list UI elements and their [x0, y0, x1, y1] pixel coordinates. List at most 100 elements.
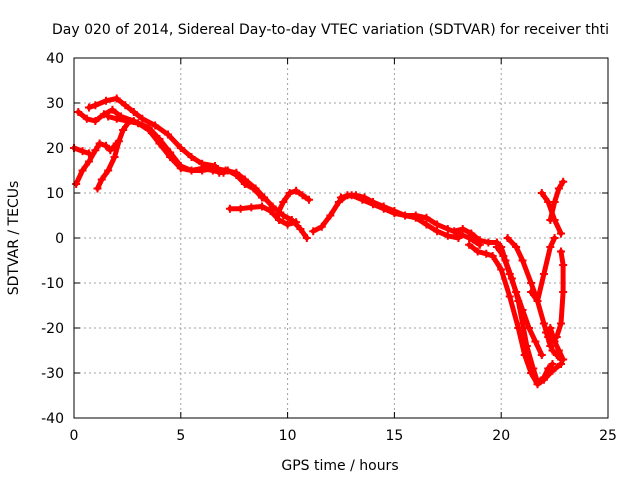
data-point: [542, 328, 551, 337]
data-point: [559, 288, 568, 296]
data-point: [358, 195, 367, 204]
data-point: [266, 207, 275, 215]
data-point: [93, 184, 102, 193]
data-point: [518, 306, 527, 314]
data-point: [104, 166, 113, 175]
x-tick-label: 5: [176, 428, 185, 444]
data-point: [539, 270, 548, 278]
data-point: [215, 168, 224, 177]
data-point: [422, 213, 431, 222]
data-point: [537, 189, 546, 197]
data-point: [527, 288, 536, 296]
data-point: [548, 366, 557, 375]
data-point: [531, 337, 540, 346]
data-point: [554, 184, 563, 193]
x-tick-label: 15: [385, 428, 403, 444]
data-point: [72, 180, 81, 188]
series-arc-14: [494, 244, 545, 358]
data-point: [78, 166, 87, 175]
data-point: [484, 238, 493, 247]
data-point: [514, 324, 523, 332]
data-point: [285, 189, 294, 197]
x-tick-label: 20: [492, 428, 510, 444]
data-point: [279, 198, 288, 206]
data-point: [550, 198, 559, 206]
data-point: [232, 171, 241, 179]
y-tick-label: 10: [46, 186, 64, 202]
data-point: [557, 319, 566, 328]
data-point: [247, 203, 256, 212]
data-point: [467, 229, 476, 238]
data-point: [550, 337, 559, 346]
data-point: [433, 220, 442, 229]
data-point: [559, 177, 568, 186]
data-point: [272, 211, 281, 220]
data-point: [401, 211, 410, 220]
data-point: [187, 166, 196, 175]
data-point: [82, 114, 91, 123]
data-point: [492, 243, 501, 251]
data-point: [198, 159, 207, 168]
data-point: [390, 209, 399, 218]
y-tick-label: -20: [41, 321, 64, 337]
data-point: [104, 112, 113, 121]
data-point: [292, 218, 301, 227]
data-point: [546, 216, 555, 224]
data-point: [249, 184, 258, 193]
data-traces: [70, 94, 568, 389]
data-point: [458, 225, 467, 233]
data-point: [84, 157, 93, 166]
y-tick-label: 20: [46, 141, 64, 157]
data-point: [557, 229, 566, 238]
data-point: [546, 243, 555, 251]
data-point: [110, 153, 119, 161]
y-tick-label: 40: [46, 51, 64, 67]
data-point: [475, 236, 484, 245]
data-point: [443, 225, 452, 233]
data-point: [548, 360, 557, 368]
data-point: [546, 324, 555, 332]
data-point: [337, 193, 345, 202]
data-point: [112, 94, 121, 103]
data-point: [74, 108, 83, 116]
data-point: [112, 114, 121, 123]
data-point: [450, 227, 459, 236]
x-axis-label: GPS time / hours: [281, 458, 398, 474]
data-point: [503, 234, 512, 242]
y-tick-label: 0: [55, 231, 64, 247]
data-point: [91, 101, 100, 110]
y-tick-label: -40: [41, 411, 64, 427]
data-point: [544, 364, 553, 373]
data-point: [304, 195, 313, 204]
x-tick-label: 10: [279, 428, 297, 444]
data-point: [559, 355, 568, 364]
data-point: [78, 147, 87, 156]
data-point: [102, 141, 111, 150]
data-point: [187, 153, 196, 161]
data-point: [163, 130, 172, 139]
data-point: [334, 198, 343, 206]
data-point: [537, 351, 546, 359]
data-point: [533, 297, 542, 305]
data-point: [465, 234, 474, 242]
data-point: [539, 375, 548, 384]
series-arc-21: [547, 325, 566, 362]
data-point: [379, 204, 388, 213]
data-point: [99, 110, 108, 119]
data-point: [236, 204, 245, 213]
data-point: [114, 137, 123, 146]
data-point: [443, 231, 452, 240]
data-point: [292, 186, 301, 195]
data-point: [225, 204, 234, 213]
data-point: [275, 216, 284, 224]
data-point: [554, 346, 563, 355]
data-point: [465, 240, 474, 249]
data-point: [166, 153, 175, 161]
data-point: [524, 324, 533, 332]
data-point: [326, 211, 335, 220]
data-point: [257, 193, 266, 202]
data-point: [422, 220, 431, 229]
data-point: [309, 227, 318, 236]
data-point: [347, 191, 356, 200]
